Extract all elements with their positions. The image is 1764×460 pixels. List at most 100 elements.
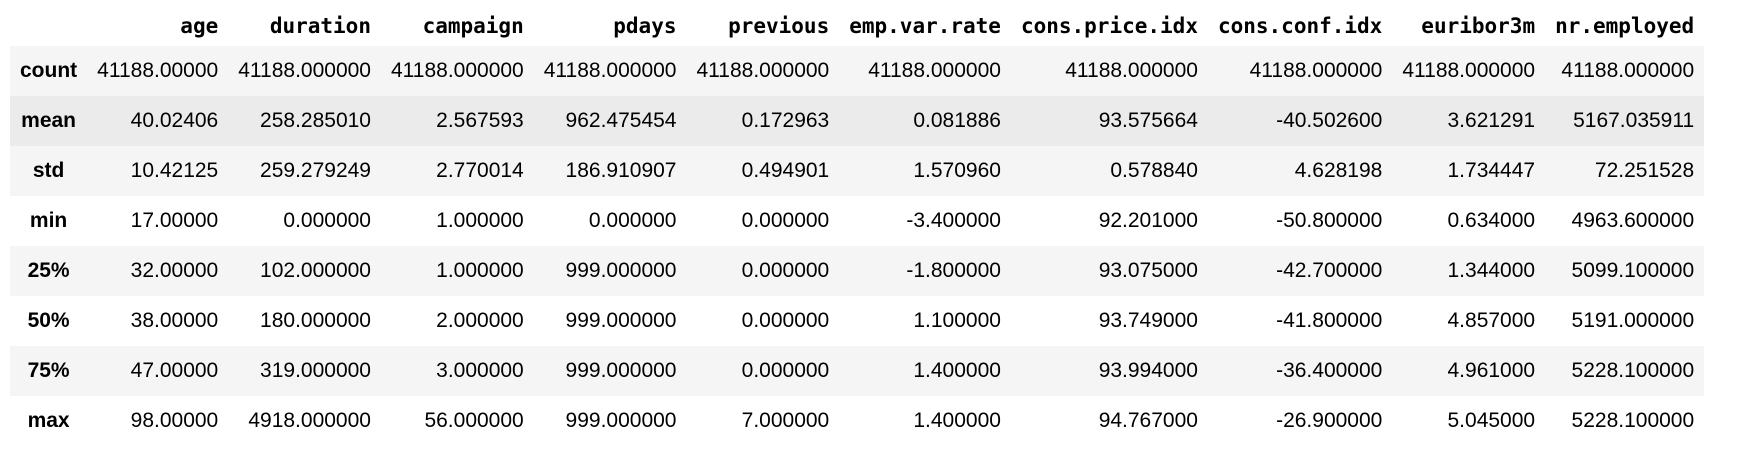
table-cell: 47.00000 bbox=[130, 359, 219, 382]
table-cell: 0.634000 bbox=[1447, 209, 1536, 232]
table-cell: 2.000000 bbox=[436, 309, 524, 332]
column-header: euribor3m bbox=[1392, 6, 1546, 46]
table-header: age duration campaign pdays previous emp.var.… bbox=[10, 6, 1705, 46]
table-cell: 0.494901 bbox=[741, 159, 830, 182]
table-cell: 5099.100000 bbox=[1571, 259, 1695, 282]
row-label: max bbox=[27, 409, 70, 432]
row-label: std bbox=[32, 159, 65, 182]
table-cell: 0.000000 bbox=[741, 309, 830, 332]
table-row: max 98.00000 4918.000000 56.000000 999.00000… bbox=[10, 396, 1705, 446]
table-cell: 5167.035911 bbox=[1573, 109, 1695, 132]
table-cell: 17.00000 bbox=[130, 209, 219, 232]
index-header bbox=[10, 6, 88, 46]
table-cell: 1.000000 bbox=[436, 259, 524, 282]
table-cell: 1.400000 bbox=[913, 359, 1001, 382]
table-cell: 319.000000 bbox=[260, 359, 371, 382]
table-cell: 93.749000 bbox=[1098, 309, 1198, 332]
table-cell: -50.800000 bbox=[1276, 209, 1383, 232]
table-row: std 10.42125 259.279249 2.770014 186.910907 0… bbox=[10, 146, 1705, 196]
table-cell: 5191.000000 bbox=[1571, 309, 1695, 332]
table-cell: -3.400000 bbox=[906, 209, 1001, 232]
table-cell: 1.100000 bbox=[913, 309, 1001, 332]
table-row: 25% 32.00000 102.000000 1.000000 999.000000 0… bbox=[10, 246, 1705, 296]
table-cell: 41188.000000 bbox=[1561, 59, 1695, 82]
column-header: pdays bbox=[533, 6, 687, 46]
row-label: 75% bbox=[27, 359, 70, 382]
table-cell: 93.075000 bbox=[1098, 259, 1198, 282]
column-header: nr.employed bbox=[1545, 6, 1705, 46]
column-header: campaign bbox=[380, 6, 534, 46]
table-row: count 41188.00000 41188.000000 41188.000000… bbox=[10, 46, 1705, 96]
table-cell: 32.00000 bbox=[130, 259, 219, 282]
row-label: min bbox=[29, 209, 68, 232]
table-cell: 0.000000 bbox=[741, 209, 830, 232]
row-label: count bbox=[20, 59, 78, 82]
table-row: min 17.00000 0.000000 1.000000 0.000000 0.000… bbox=[10, 196, 1705, 246]
row-label: mean bbox=[21, 109, 76, 132]
table-cell: 1.000000 bbox=[436, 209, 524, 232]
table-cell: 41188.000000 bbox=[238, 59, 371, 82]
table-cell: 4.857000 bbox=[1447, 309, 1536, 332]
table-cell: 3.000000 bbox=[436, 359, 524, 382]
table-cell: 186.910907 bbox=[565, 159, 677, 182]
table-cell: 98.00000 bbox=[130, 409, 219, 432]
column-header: duration bbox=[228, 6, 381, 46]
row-label: 50% bbox=[27, 309, 70, 332]
column-header: age bbox=[87, 6, 229, 46]
table-cell: 180.000000 bbox=[260, 309, 371, 332]
table-cell: 72.251528 bbox=[1594, 159, 1695, 182]
table-cell: 7.000000 bbox=[741, 409, 830, 432]
table-cell: 1.344000 bbox=[1447, 259, 1536, 282]
table-cell: 93.994000 bbox=[1098, 359, 1198, 382]
table-cell: 41188.000000 bbox=[390, 59, 524, 82]
table-cell: 41188.000000 bbox=[543, 59, 677, 82]
table-cell: 92.201000 bbox=[1098, 209, 1198, 232]
row-label: 25% bbox=[27, 259, 70, 282]
table-cell: 41188.000000 bbox=[696, 59, 830, 82]
table-cell: 4.628198 bbox=[1294, 159, 1383, 182]
table-cell: 259.279249 bbox=[260, 159, 371, 182]
table-cell: -36.400000 bbox=[1276, 359, 1383, 382]
table-cell: 999.000000 bbox=[565, 409, 677, 432]
table-cell: 56.000000 bbox=[424, 409, 524, 432]
column-header: cons.price.idx bbox=[1010, 6, 1208, 46]
table-cell: 40.02406 bbox=[130, 109, 219, 132]
table-cell: 0.000000 bbox=[283, 209, 371, 232]
table-cell: 41188.000000 bbox=[868, 59, 1001, 82]
table-cell: 999.000000 bbox=[565, 259, 677, 282]
table-cell: 41188.000000 bbox=[1402, 59, 1536, 82]
table-cell: -40.502600 bbox=[1276, 109, 1383, 132]
table-cell: 41188.000000 bbox=[1065, 59, 1198, 82]
table-cell: 3.621291 bbox=[1447, 109, 1536, 132]
table-cell: 2.770014 bbox=[436, 159, 524, 182]
table-cell: 5.045000 bbox=[1447, 409, 1536, 432]
table-row: mean 40.02406 258.285010 2.567593 962.475454… bbox=[10, 96, 1705, 146]
table-cell: 0.172963 bbox=[741, 109, 830, 132]
table-row: 50% 38.00000 180.000000 2.000000 999.000000 0… bbox=[10, 296, 1705, 346]
table-cell: 93.575664 bbox=[1098, 109, 1198, 132]
table-cell: 999.000000 bbox=[565, 359, 677, 382]
table-cell: 0.578840 bbox=[1110, 159, 1198, 182]
table-cell: 0.000000 bbox=[741, 359, 830, 382]
table-cell: -41.800000 bbox=[1276, 309, 1383, 332]
table-cell: 962.475454 bbox=[565, 109, 677, 132]
table-cell: 4.961000 bbox=[1447, 359, 1536, 382]
header-row: age duration campaign pdays previous emp.var.… bbox=[10, 6, 1705, 46]
describe-table: age duration campaign pdays previous emp.var.… bbox=[10, 6, 1705, 446]
table-cell: 1.734447 bbox=[1447, 159, 1536, 182]
table-cell: 0.000000 bbox=[741, 259, 830, 282]
table-cell: -26.900000 bbox=[1276, 409, 1383, 432]
column-header: emp.var.rate bbox=[839, 6, 1011, 46]
table-cell: 94.767000 bbox=[1098, 409, 1198, 432]
table-cell: 10.42125 bbox=[130, 159, 219, 182]
table-row: 75% 47.00000 319.000000 3.000000 999.000000 0… bbox=[10, 346, 1705, 396]
table-cell: 5228.100000 bbox=[1571, 409, 1695, 432]
table-cell: 38.00000 bbox=[130, 309, 219, 332]
table-cell: 0.000000 bbox=[588, 209, 677, 232]
table-cell: 5228.100000 bbox=[1571, 359, 1695, 382]
table-cell: 258.285010 bbox=[260, 109, 371, 132]
table-cell: 4918.000000 bbox=[248, 409, 371, 432]
table-cell: 999.000000 bbox=[565, 309, 677, 332]
table-cell: 4963.600000 bbox=[1571, 209, 1695, 232]
